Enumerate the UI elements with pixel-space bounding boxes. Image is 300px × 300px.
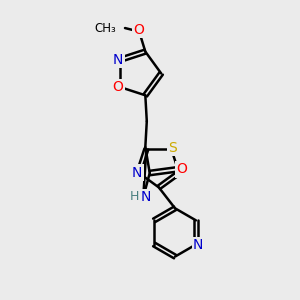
Text: N: N (193, 238, 203, 252)
Text: O: O (133, 23, 144, 37)
Text: O: O (113, 80, 124, 94)
Text: N: N (132, 166, 142, 180)
Text: O: O (176, 163, 187, 176)
Text: CH₃: CH₃ (94, 22, 116, 34)
Text: H: H (130, 190, 139, 203)
Text: N: N (140, 190, 151, 204)
Text: N: N (113, 53, 123, 67)
Text: S: S (168, 141, 177, 154)
